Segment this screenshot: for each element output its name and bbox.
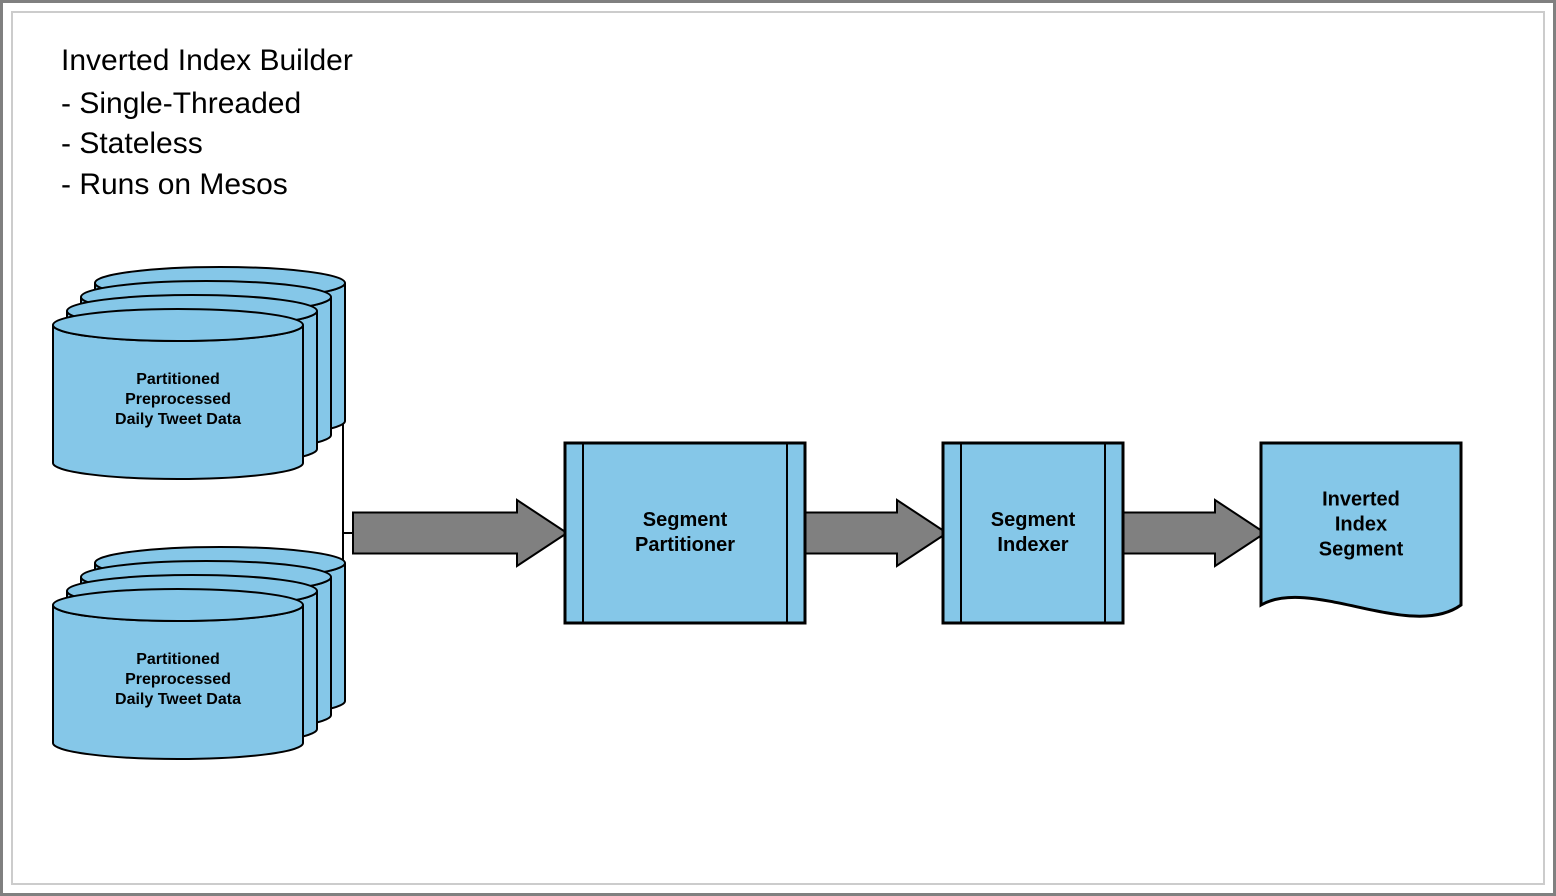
svg-text:Partitioned: Partitioned [136, 651, 220, 668]
database-icon: Partitioned Preprocessed Daily Tweet Data [53, 547, 345, 759]
svg-text:Segment: Segment [991, 509, 1076, 531]
svg-text:Preprocessed: Preprocessed [125, 671, 231, 688]
svg-text:Preprocessed: Preprocessed [125, 391, 231, 408]
flowchart-svg: PartitionedPreprocessedDaily Tweet DataP… [13, 13, 1547, 887]
diagram-canvas: Inverted Index Builder - Single-Threaded… [11, 11, 1545, 885]
svg-text:Daily Tweet Data: Daily Tweet Data [115, 411, 241, 428]
svg-text:Index: Index [1335, 513, 1387, 535]
svg-text:Partitioned: Partitioned [136, 371, 220, 388]
process-box: Segment Partitioner [565, 443, 805, 623]
svg-text:Daily Tweet Data: Daily Tweet Data [115, 691, 241, 708]
process-box: Segment Indexer [943, 443, 1123, 623]
outer-frame: Inverted Index Builder - Single-Threaded… [0, 0, 1556, 896]
svg-text:Segment: Segment [1319, 538, 1404, 560]
arrow-icon [1121, 500, 1265, 566]
svg-text:Inverted: Inverted [1322, 488, 1400, 510]
database-icon: Partitioned Preprocessed Daily Tweet Data [53, 267, 345, 479]
arrow-icon [803, 500, 947, 566]
svg-text:Segment: Segment [643, 509, 728, 531]
arrow-icon [353, 500, 567, 566]
document-icon: Inverted Index Segment [1261, 443, 1461, 616]
svg-text:Indexer: Indexer [997, 534, 1068, 556]
svg-text:Partitioner: Partitioner [635, 534, 735, 556]
